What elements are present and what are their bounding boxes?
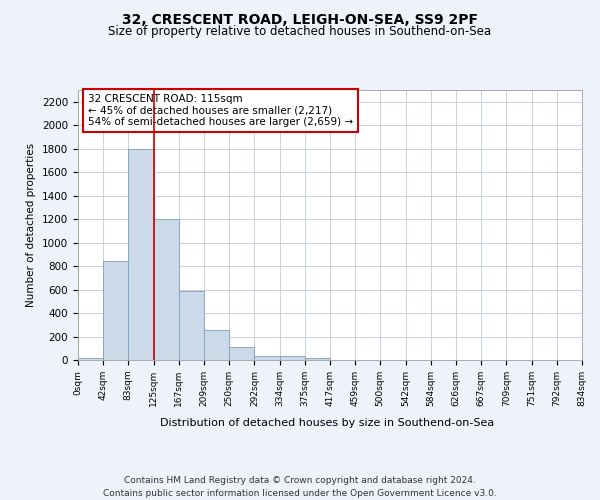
Text: 32, CRESCENT ROAD, LEIGH-ON-SEA, SS9 2PF: 32, CRESCENT ROAD, LEIGH-ON-SEA, SS9 2PF bbox=[122, 12, 478, 26]
Bar bbox=[280, 356, 305, 360]
Bar bbox=[179, 290, 205, 360]
Bar bbox=[128, 148, 154, 360]
Bar bbox=[154, 219, 179, 360]
Bar bbox=[103, 262, 128, 360]
Text: Contains HM Land Registry data © Crown copyright and database right 2024.: Contains HM Land Registry data © Crown c… bbox=[124, 476, 476, 485]
Y-axis label: Number of detached properties: Number of detached properties bbox=[26, 143, 37, 307]
Text: 32 CRESCENT ROAD: 115sqm
← 45% of detached houses are smaller (2,217)
54% of sem: 32 CRESCENT ROAD: 115sqm ← 45% of detach… bbox=[88, 94, 353, 127]
Bar bbox=[78, 358, 103, 360]
Bar bbox=[229, 346, 254, 360]
Text: Contains public sector information licensed under the Open Government Licence v3: Contains public sector information licen… bbox=[103, 489, 497, 498]
Text: Size of property relative to detached houses in Southend-on-Sea: Size of property relative to detached ho… bbox=[109, 25, 491, 38]
Bar bbox=[205, 330, 229, 360]
Bar bbox=[254, 356, 280, 360]
Bar bbox=[305, 358, 330, 360]
Text: Distribution of detached houses by size in Southend-on-Sea: Distribution of detached houses by size … bbox=[160, 418, 494, 428]
